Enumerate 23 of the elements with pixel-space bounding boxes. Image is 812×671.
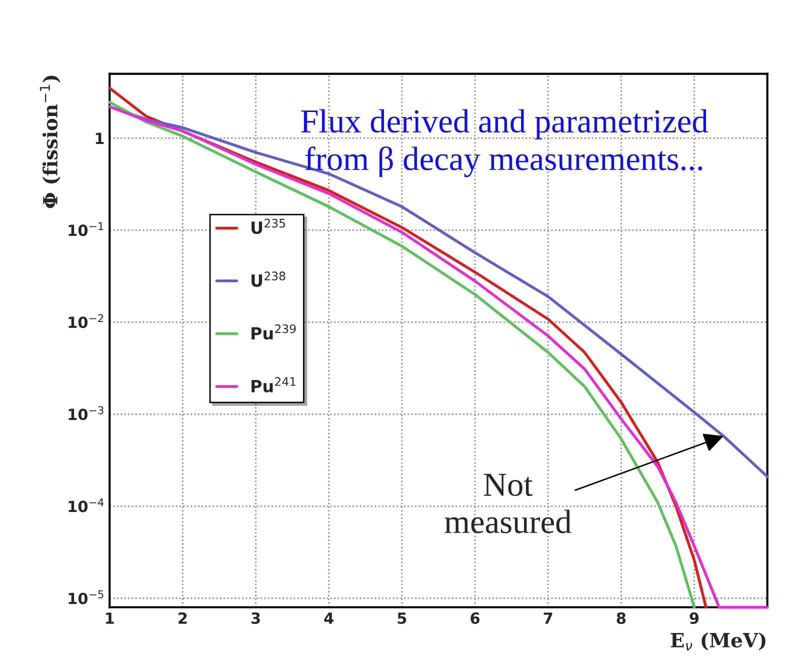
y-tick-label: 10$^{−3}$ bbox=[68, 406, 104, 420]
legend-label: U$^{238}$ bbox=[252, 272, 286, 287]
x-tick-label: 1 bbox=[106, 612, 114, 624]
y-tick-label: 1 bbox=[96, 132, 104, 144]
x-tick-label: 4 bbox=[324, 612, 334, 624]
y-tick-label: 10$^{−5}$ bbox=[68, 590, 104, 604]
legend-label: Pu$^{239}$ bbox=[252, 324, 296, 340]
x-axis-title: E$_{ν}$ (MeV) bbox=[670, 632, 766, 650]
legend-label: U$^{235}$ bbox=[252, 218, 285, 234]
x-tick-label: 5 bbox=[398, 612, 406, 624]
x-tick-label: 9 bbox=[690, 612, 699, 624]
y-tick-label: 10$^{−2}$ bbox=[68, 314, 104, 328]
x-tick-label: 7 bbox=[544, 612, 552, 624]
y-tick-label: 10$^{−1}$ bbox=[68, 222, 104, 236]
x-tick-label: 3 bbox=[251, 612, 260, 624]
annotation: Flux derived and parametrized from β decay measurements... bbox=[301, 109, 708, 178]
annotation: Not measured bbox=[444, 474, 572, 534]
x-tick-label: 6 bbox=[470, 612, 480, 624]
y-tick-label: 10$^{−4}$ bbox=[68, 498, 104, 512]
legend-label: Pu$^{241}$ bbox=[252, 377, 296, 392]
y-axis-title: Φ (fission$^{−1}$) bbox=[40, 76, 60, 208]
x-tick-label: 8 bbox=[616, 612, 626, 624]
x-tick-label: 2 bbox=[178, 612, 187, 624]
